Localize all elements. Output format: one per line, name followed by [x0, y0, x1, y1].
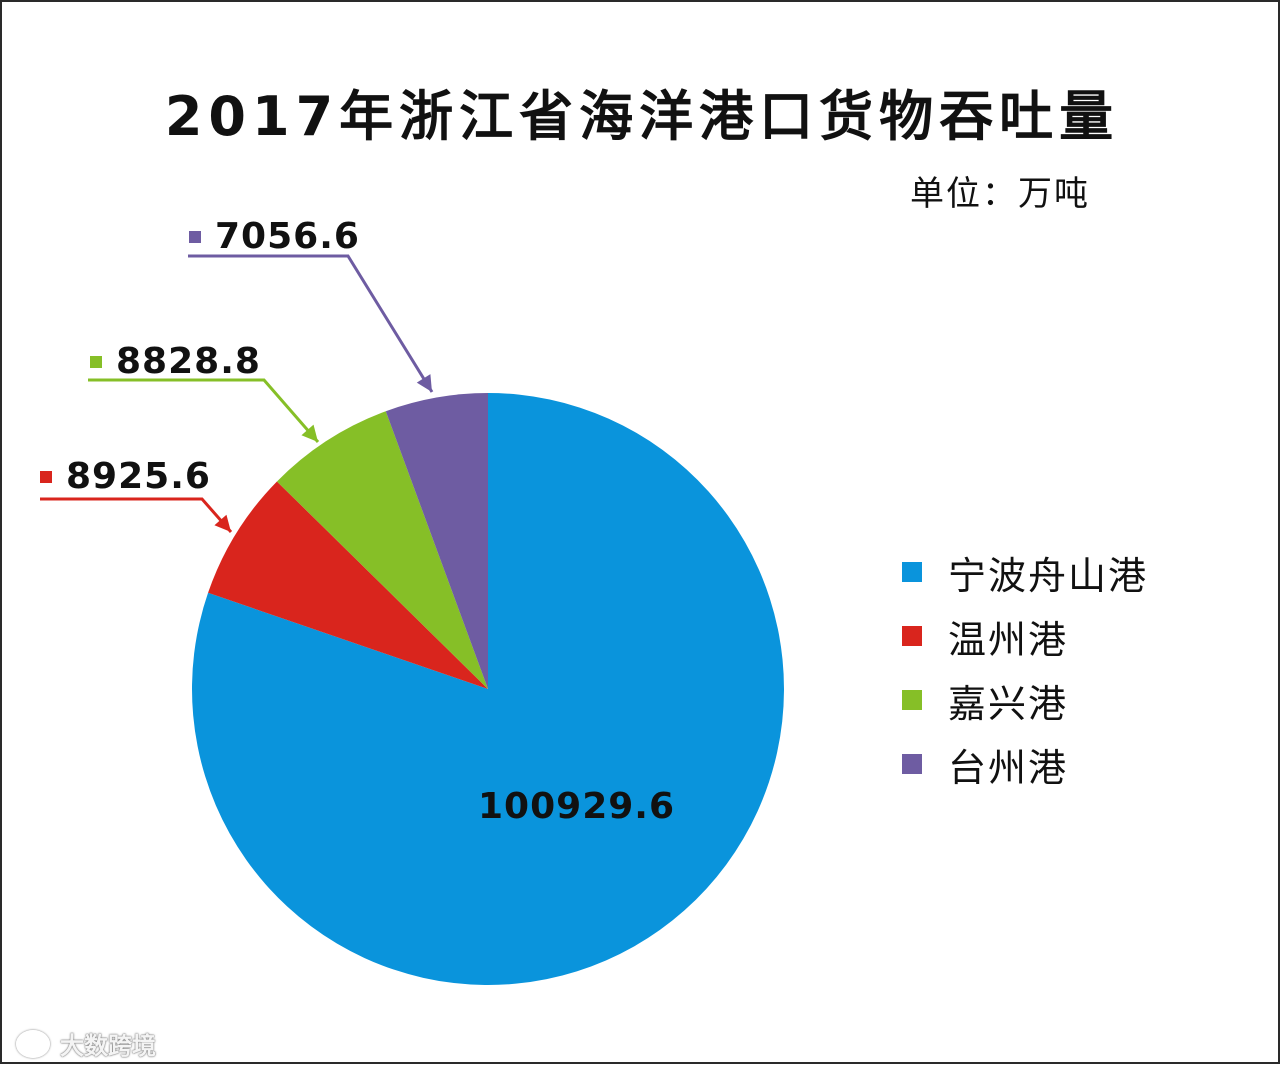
- leader-line-jiaxing: [88, 378, 320, 443]
- legend: 宁波舟山港 温州港 嘉兴港 台州港: [902, 540, 1148, 796]
- callout-swatch-taizhou: [189, 230, 201, 243]
- legend-item-jiaxing: 嘉兴港: [902, 668, 1148, 732]
- watermark-text: 大数跨境: [60, 1032, 156, 1060]
- callout-swatch-wenzhou: [40, 470, 52, 483]
- slice-label-ningbo-zhoushan: 100929.6: [478, 786, 676, 827]
- pie-slice-taizhou: [385, 393, 488, 689]
- pie-slice-wenzhou: [208, 481, 488, 689]
- leader-line-wenzhou: [40, 497, 233, 533]
- leader-arrow-wenzhou: [214, 514, 231, 532]
- legend-item-taizhou: 台州港: [902, 732, 1148, 796]
- callout-value-taizhou: 7056.6: [215, 216, 360, 257]
- legend-item-wenzhou: 温州港: [902, 604, 1148, 668]
- leader-arrow-taizhou: [416, 374, 432, 392]
- chart-title: 2017年浙江省海洋港口货物吞吐量: [164, 85, 1120, 148]
- callout-jiaxing: 8828.8: [90, 341, 261, 382]
- legend-swatch-ningbo-zhoushan: [902, 562, 922, 582]
- legend-label-jiaxing: 嘉兴港: [948, 681, 1069, 726]
- legend-swatch-wenzhou: [902, 626, 922, 646]
- legend-label-ningbo-zhoushan: 宁波舟山港: [948, 553, 1149, 598]
- pie-slice-ningbo-zhoushan: [191, 393, 785, 985]
- watermark: 大数跨境: [16, 1026, 156, 1061]
- callout-value-wenzhou: 8925.6: [66, 456, 211, 497]
- leader-arrow-jiaxing: [301, 424, 318, 442]
- legend-swatch-taizhou: [902, 754, 922, 774]
- watermark-logo-icon: [16, 1029, 50, 1058]
- callout-value-jiaxing: 8828.8: [116, 341, 261, 382]
- legend-item-ningbo-zhoushan: 宁波舟山港: [902, 540, 1148, 604]
- callout-wenzhou: 8925.6: [40, 456, 211, 497]
- legend-label-taizhou: 台州港: [948, 745, 1069, 790]
- callout-taizhou: 7056.6: [189, 216, 360, 257]
- pie-slice-jiaxing: [276, 411, 488, 689]
- legend-label-wenzhou: 温州港: [948, 617, 1069, 662]
- legend-swatch-jiaxing: [902, 690, 922, 710]
- unit-label: 单位：万吨: [910, 174, 1090, 214]
- callout-swatch-jiaxing: [90, 355, 102, 368]
- leader-line-taizhou: [188, 254, 434, 393]
